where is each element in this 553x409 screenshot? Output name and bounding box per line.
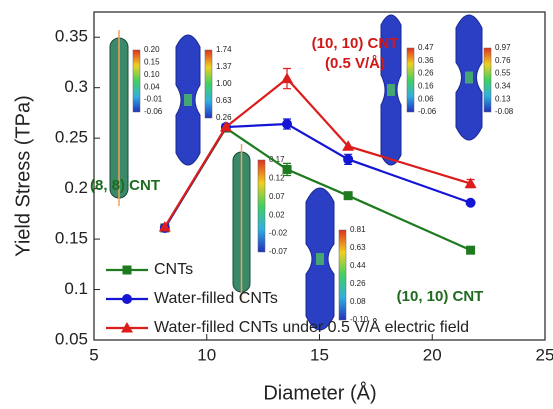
- marker: [282, 119, 293, 130]
- inset: 0.17 0.12 0.07 0.02 -0.02 -0.07: [232, 144, 288, 300]
- colorbar-label: -0.08: [495, 107, 514, 116]
- legend-marker: [122, 294, 132, 304]
- colorbar-label: 0.44: [350, 261, 366, 270]
- colorbar-label: 0.97: [495, 43, 511, 52]
- colorbar-label: 0.10: [144, 70, 160, 79]
- colorbar-label: -0.06: [418, 107, 437, 116]
- colorbar-label: -0.07: [269, 247, 288, 256]
- colorbar-label: 0.47: [418, 43, 434, 52]
- y-tick-label: 0.25: [55, 128, 88, 147]
- colorbar-label: 0.02: [269, 210, 285, 219]
- y-tick-label: 0.15: [55, 229, 88, 248]
- stress-spot: [387, 84, 395, 96]
- annotation: (10, 10) CNT: [397, 288, 484, 305]
- colorbar-label: 0.13: [495, 94, 511, 103]
- marker: [219, 121, 232, 132]
- colorbar: [338, 229, 347, 321]
- y-tick-label: 0.05: [55, 329, 88, 348]
- colorbar-label: 0.17: [269, 155, 285, 164]
- marker: [342, 140, 355, 151]
- colorbar-label: 0.36: [418, 56, 434, 65]
- stress-spot: [316, 253, 324, 265]
- colorbar: [406, 47, 415, 113]
- colorbar-label: 1.74: [216, 45, 232, 54]
- colorbar-label: 0.55: [495, 69, 511, 78]
- colorbar: [132, 49, 141, 113]
- colorbar-label: 0.06: [418, 94, 434, 103]
- x-tick-label: 10: [197, 345, 216, 364]
- colorbar-label: 0.26: [216, 113, 232, 122]
- marker: [465, 197, 476, 208]
- colorbar: [204, 49, 213, 119]
- colorbar-label: -0.02: [269, 229, 288, 238]
- y-tick-label: 0.2: [64, 178, 88, 197]
- colorbar-label: -0.01: [144, 95, 163, 104]
- colorbar-label: 0.07: [269, 192, 285, 201]
- marker: [281, 72, 294, 84]
- colorbar-label: 0.63: [350, 243, 366, 252]
- colorbar-label: 1.37: [216, 62, 232, 71]
- inset: 0.97 0.76 0.55 0.34 0.13 -0.08: [455, 14, 514, 141]
- x-tick-label: 20: [423, 345, 442, 364]
- stress-spot: [465, 71, 473, 84]
- colorbar-label: 0.26: [418, 69, 434, 78]
- y-tick-label: 0.3: [64, 77, 88, 96]
- y-axis-label: Yield Stress (TPa): [12, 95, 34, 257]
- x-axis-label: Diameter (Å): [263, 381, 376, 404]
- colorbar-label: 0.76: [495, 56, 511, 65]
- x-tick-label: 5: [89, 345, 98, 364]
- colorbar-label: 0.04: [144, 82, 160, 91]
- marker: [343, 191, 353, 201]
- annotation: (10, 10) CNT: [312, 35, 399, 52]
- x-tick-label: 25: [536, 345, 553, 364]
- marker: [464, 177, 477, 189]
- annotation: (8, 8) CNT: [90, 177, 160, 194]
- colorbar-label: 0.20: [144, 45, 160, 54]
- colorbar: [483, 47, 492, 113]
- stress-spot: [184, 94, 192, 106]
- inset: 0.20 0.15 0.10 0.04 -0.01 -0.06: [109, 30, 163, 206]
- legend-marker: [121, 322, 133, 333]
- marker: [158, 220, 171, 232]
- legend-label: CNTs: [154, 261, 193, 278]
- colorbar-label: 0.15: [144, 58, 160, 67]
- colorbar-label: 0.16: [418, 82, 434, 91]
- y-tick-label: 0.1: [64, 279, 88, 298]
- colorbar-label: 0.81: [350, 225, 366, 234]
- marker: [343, 154, 354, 165]
- colorbar-label: 0.34: [495, 82, 511, 91]
- colorbar-label: 0.08: [350, 297, 366, 306]
- marker: [282, 164, 292, 174]
- inset: 1.74 1.37 1.00 0.63 0.26: [175, 34, 232, 166]
- colorbar: [257, 159, 266, 253]
- annotation: (0.5 V/Å): [325, 55, 385, 72]
- y-tick-label: 0.35: [55, 27, 88, 46]
- colorbar-label: -0.06: [144, 107, 163, 116]
- colorbar-label: 1.00: [216, 79, 232, 88]
- x-tick-label: 15: [310, 345, 329, 364]
- legend-marker: [122, 265, 132, 275]
- marker: [466, 245, 476, 255]
- legend-label: Water-filled CNTs: [154, 290, 278, 307]
- colorbar-label: 0.12: [269, 174, 285, 183]
- legend-label: Water-filled CNTs under 0.5 V/Å electric…: [154, 317, 469, 336]
- inset: 0.47 0.36 0.26 0.16 0.06 -0.06: [380, 14, 437, 166]
- inset: 0.81 0.63 0.44 0.26 0.08 -0.10: [305, 187, 369, 331]
- colorbar-label: 0.63: [216, 96, 232, 105]
- colorbar-label: -0.10: [350, 315, 369, 324]
- colorbar-label: 0.26: [350, 279, 366, 288]
